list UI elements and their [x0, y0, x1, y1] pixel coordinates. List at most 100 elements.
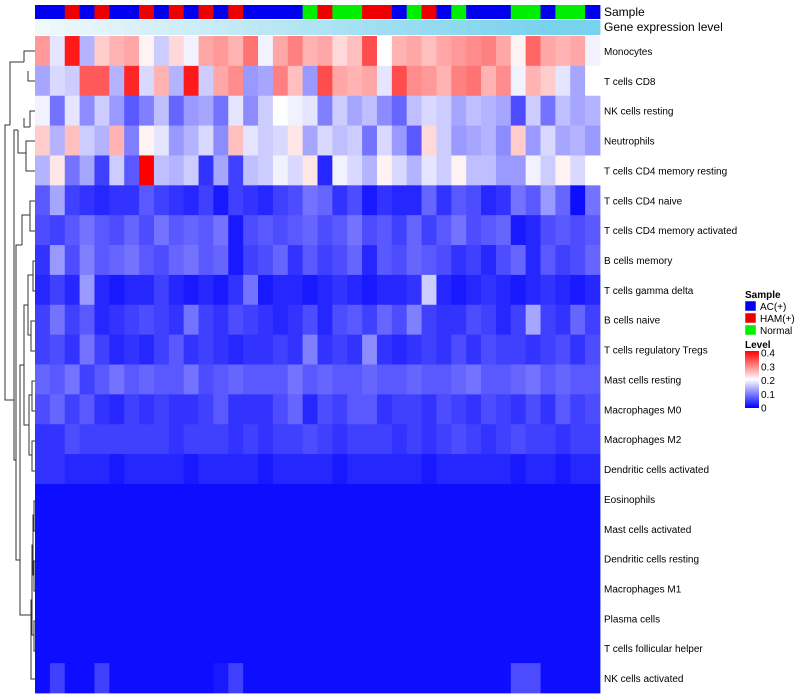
row-label: NK cells resting	[604, 107, 673, 118]
heatmap-cell	[109, 513, 125, 545]
heatmap-cell	[466, 454, 482, 485]
heatmap-cell	[362, 125, 378, 156]
heatmap-cell	[302, 334, 318, 365]
heatmap-cell	[391, 125, 408, 156]
heatmap-cell	[391, 185, 408, 216]
heatmap-cell	[168, 603, 185, 634]
heatmap-cell	[109, 394, 125, 425]
heatmap-cell	[213, 125, 229, 156]
heatmap-cell	[243, 36, 259, 67]
heatmap-cell	[406, 334, 422, 365]
heatmap-cell	[376, 155, 393, 186]
heatmap-cell	[481, 424, 497, 455]
heatmap-cell	[49, 513, 66, 545]
heatmap-cell	[362, 513, 378, 545]
heatmap-cell	[272, 454, 289, 485]
expression-annotation-cell	[555, 20, 571, 35]
dendrogram-branch	[30, 599, 32, 615]
heatmap-cell	[362, 304, 378, 336]
heatmap-cell	[451, 513, 467, 545]
heatmap-cell	[35, 633, 51, 664]
sample-annotation-cell	[451, 5, 467, 19]
heatmap-cell	[391, 95, 408, 126]
heatmap-cell	[391, 543, 408, 574]
heatmap-cell	[495, 364, 512, 395]
heatmap-cell	[79, 215, 95, 246]
heatmap-cell	[139, 364, 155, 395]
sample-annotation-cell	[347, 5, 363, 19]
heatmap-cell	[287, 424, 304, 455]
heatmap-cell	[258, 543, 274, 574]
heatmap-cell	[109, 245, 125, 276]
heatmap-cell	[466, 65, 482, 97]
heatmap-cell	[510, 304, 527, 336]
dendrogram-branch	[31, 395, 35, 412]
heatmap-cell	[570, 274, 586, 306]
dendrogram-branch	[33, 620, 35, 635]
heatmap-cell	[332, 95, 348, 126]
heatmap-cell	[153, 633, 170, 664]
heatmap-cell	[466, 603, 482, 634]
expression-annotation-cell	[376, 20, 393, 35]
heatmap-cell	[139, 36, 155, 67]
heatmap-cell	[406, 663, 422, 694]
sample-annotation-cell	[362, 5, 378, 19]
legend-swatch	[744, 324, 757, 336]
heatmap-cell	[168, 185, 185, 216]
heatmap-cell	[49, 215, 66, 246]
heatmap-cell	[228, 603, 244, 634]
heatmap-cell	[570, 185, 586, 216]
heatmap-cell	[183, 155, 199, 186]
heatmap-cell	[466, 274, 482, 306]
heatmap-cell	[391, 334, 408, 365]
legend-level-tick: 0.4	[761, 349, 775, 360]
heatmap-cell	[183, 633, 199, 664]
heatmap-cell	[451, 424, 467, 455]
heatmap-cell	[391, 424, 408, 455]
dendrogram-branch	[13, 400, 16, 461]
heatmap-cell	[421, 125, 437, 156]
heatmap-cell	[272, 185, 289, 216]
heatmap-cell	[421, 454, 437, 485]
heatmap-cell	[153, 543, 170, 574]
heatmap-cell	[64, 274, 81, 306]
heatmap-cell	[585, 334, 601, 365]
heatmap-cell	[64, 483, 81, 515]
heatmap-cell	[49, 394, 66, 425]
heatmap-cell	[510, 185, 527, 216]
heatmap-cell	[570, 125, 586, 156]
heatmap-cell	[49, 245, 66, 276]
heatmap-cell	[555, 394, 571, 425]
expression-annotation-cell	[258, 20, 274, 35]
heatmap-cell	[168, 95, 185, 126]
heatmap-cell	[287, 245, 304, 276]
heatmap-cell	[198, 573, 214, 604]
sample-annotation-cell	[35, 5, 51, 19]
heatmap-cell	[287, 663, 304, 694]
heatmap-cell	[228, 274, 244, 306]
heatmap-cell	[124, 603, 140, 634]
heatmap-cell	[79, 543, 95, 574]
heatmap-cell	[243, 185, 259, 216]
legend-sample-entries: AC(+)HAM(+)Normal	[744, 300, 795, 337]
heatmap-cell	[272, 36, 289, 67]
heatmap-cell	[287, 454, 304, 485]
heatmap-cell	[94, 543, 110, 574]
heatmap-cell	[540, 603, 556, 634]
heatmap-cell	[436, 394, 452, 425]
heatmap-cell	[481, 663, 497, 694]
heatmap-cell	[540, 394, 556, 425]
heatmap-cell	[153, 513, 170, 545]
heatmap-cell	[376, 304, 393, 336]
heatmap-cell	[49, 603, 66, 634]
heatmap-cell	[391, 394, 408, 425]
heatmap-cell	[198, 274, 214, 306]
heatmap-cell	[64, 334, 81, 365]
heatmap-cell	[153, 95, 170, 126]
heatmap-cell	[94, 573, 110, 604]
dendrogram-branch	[23, 118, 30, 128]
heatmap-cell	[451, 334, 467, 365]
heatmap-cell	[495, 155, 512, 186]
heatmap-cell	[317, 155, 333, 186]
expression-annotation-cell	[243, 20, 259, 35]
